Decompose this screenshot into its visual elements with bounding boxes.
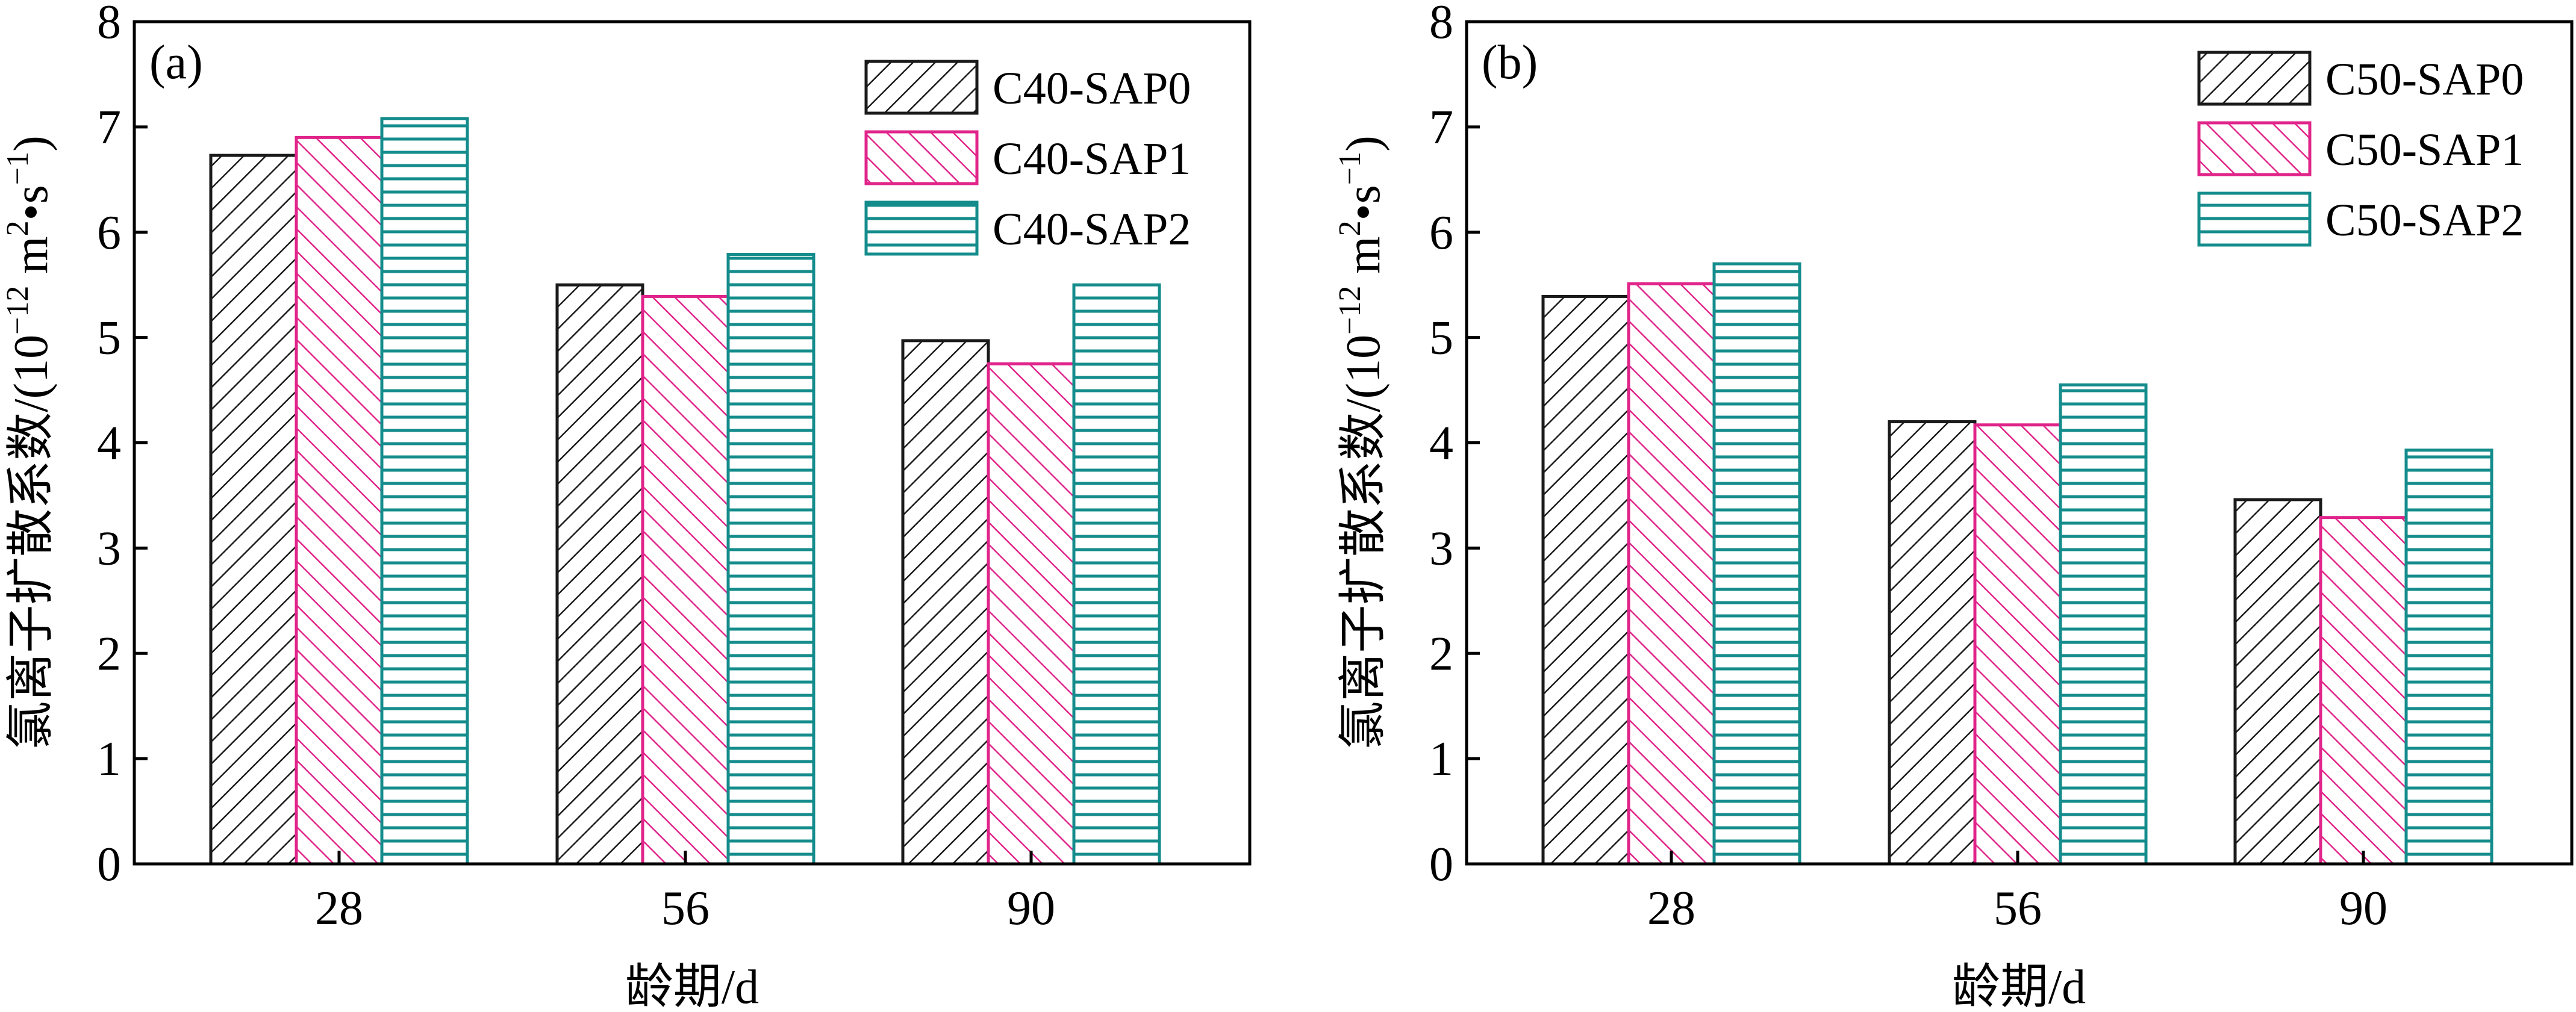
y-tick-label: 0	[97, 838, 121, 891]
y-tick-label: 3	[1429, 522, 1453, 575]
bar-c40-sap2-28	[380, 117, 469, 866]
panel-b-y-axis: 0 1 2 3 4 5 6 7 8	[1429, 0, 1480, 891]
x-tick-label: 56	[661, 882, 709, 935]
bar-c50-sap0-90	[2233, 498, 2322, 866]
y-tick-label: 2	[97, 627, 121, 680]
x-tick-label: 90	[1007, 882, 1055, 935]
bar-c40-sap0-90	[901, 339, 990, 866]
panel-a-bars	[209, 117, 1161, 866]
panel-b-x-axis: 28 56 90	[1647, 851, 2387, 935]
y-tick-label: 1	[1429, 733, 1453, 786]
bar-c50-sap0-56	[1888, 420, 1977, 866]
bar-c40-sap0-56	[555, 283, 644, 866]
x-tick-label: 28	[1647, 882, 1695, 935]
y-tick-label: 3	[97, 522, 121, 575]
y-tick-label: 6	[97, 206, 121, 259]
panel-a-label: (a)	[149, 36, 203, 89]
panel-b-y-axis-title: 氯离子扩散系数/(10−12 m2•s−1)	[1333, 135, 1390, 750]
legend-swatch-c50-sap1	[2197, 121, 2312, 176]
panel-b-legend: C50-SAP0 C50-SAP1 C50-SAP2	[2197, 51, 2524, 247]
bar-c40-sap1-28	[295, 135, 384, 866]
legend-swatch-c40-sap1	[864, 130, 979, 185]
y-tick-label: 2	[1429, 627, 1453, 680]
y-tick-label: 8	[97, 0, 121, 49]
legend-label-c40-sap0: C40-SAP0	[993, 63, 1191, 114]
legend-swatch-c40-sap2	[864, 200, 979, 256]
legend-label-c40-sap2: C40-SAP2	[993, 204, 1191, 255]
legend-swatch-c40-sap0	[864, 60, 979, 115]
panel-a-y-axis: 0 1 2 3 4 5 6 7 8	[97, 0, 148, 891]
bar-c40-sap2-56	[726, 252, 816, 866]
bar-c50-sap1-90	[2319, 516, 2408, 866]
y-tick-label: 4	[1429, 417, 1453, 470]
bar-c50-sap0-28	[1541, 294, 1630, 866]
panel-a-y-axis-title: 氯离子扩散系数/(10−12 m2•s−1)	[1, 135, 58, 750]
bar-c50-sap2-90	[2404, 449, 2493, 866]
bar-c50-sap2-56	[2059, 383, 2148, 866]
legend-label-c50-sap0: C50-SAP0	[2325, 54, 2524, 105]
panel-b-x-axis-title: 龄期/d	[1952, 961, 2086, 1012]
bar-c40-sap2-90	[1072, 283, 1161, 866]
panel-b-label: (b)	[1482, 36, 1538, 89]
bar-c40-sap1-56	[641, 294, 730, 866]
legend-label-c40-sap1: C40-SAP1	[993, 134, 1191, 184]
legend-label-c50-sap1: C50-SAP1	[2325, 125, 2524, 175]
y-tick-label: 7	[97, 101, 121, 154]
panel-a-legend: C40-SAP0 C40-SAP1 C40-SAP2	[864, 60, 1191, 256]
x-tick-label: 90	[2339, 882, 2387, 935]
y-tick-label: 7	[1429, 101, 1453, 154]
legend-swatch-c50-sap2	[2197, 191, 2312, 247]
bar-c50-sap2-28	[1712, 262, 1801, 866]
y-tick-label: 1	[97, 733, 121, 786]
bar-c40-sap1-90	[987, 362, 1076, 866]
y-tick-label: 0	[1429, 838, 1453, 891]
y-tick-label: 4	[97, 417, 121, 470]
bar-c50-sap1-56	[1973, 423, 2062, 866]
bar-c50-sap1-28	[1627, 282, 1716, 866]
x-tick-label: 56	[1994, 882, 2042, 935]
panel-a-x-axis-title: 龄期/d	[625, 961, 759, 1012]
x-tick-label: 28	[315, 882, 363, 935]
legend-swatch-c50-sap0	[2197, 51, 2312, 106]
panel-a-x-axis: 28 56 90	[315, 851, 1055, 935]
y-tick-label: 5	[97, 312, 121, 365]
y-tick-label: 8	[1429, 0, 1453, 49]
bar-c40-sap0-28	[209, 154, 298, 866]
panel-b-bars	[1541, 262, 2493, 866]
y-tick-label: 5	[1429, 312, 1453, 365]
y-tick-label: 6	[1429, 206, 1453, 259]
legend-label-c50-sap2: C50-SAP2	[2325, 195, 2524, 246]
